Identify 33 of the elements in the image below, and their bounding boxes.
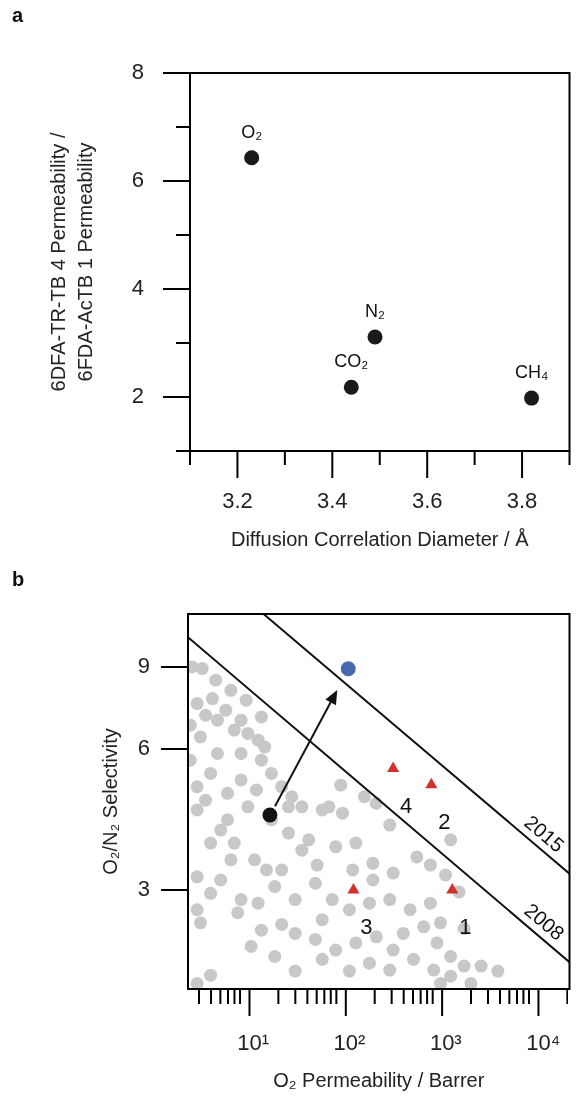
annotation: O₂ bbox=[241, 121, 263, 142]
y-tick-label: 3 bbox=[137, 875, 150, 901]
y-tick-label: 9 bbox=[137, 653, 150, 679]
annotation: 4 bbox=[400, 792, 413, 818]
x-tick-label: 10⁴ bbox=[526, 1030, 561, 1056]
x-tick-label: 3.6 bbox=[411, 488, 443, 514]
x-axis-title: O₂ Permeability / Barrer bbox=[273, 1069, 485, 1092]
annotation: N₂ bbox=[365, 301, 386, 322]
point bbox=[367, 329, 383, 345]
annotation: CO₂ bbox=[334, 351, 369, 372]
x-tick-label: 3.2 bbox=[222, 488, 253, 514]
y-tick-label: 8 bbox=[131, 59, 144, 85]
point bbox=[524, 390, 540, 406]
y-tick-label: 4 bbox=[131, 275, 144, 301]
y-axis-title: O₂/N₂ Selectivity bbox=[99, 728, 122, 875]
x-tick-label: 10³ bbox=[429, 1030, 462, 1056]
point bbox=[244, 150, 260, 166]
x-tick-label: 3.4 bbox=[317, 488, 348, 514]
annotation: 2 bbox=[438, 808, 451, 834]
x-tick-label: 3.8 bbox=[506, 488, 538, 514]
y-axis-title: 6DFA-TR-TB 4 Permeability / 6FDA-AcTB 1 Permeability bbox=[47, 132, 97, 392]
x-tick-label: 10¹ bbox=[237, 1030, 270, 1056]
x-axis-title: Diffusion Correlation Diameter / Å bbox=[230, 528, 530, 551]
text: a bbox=[12, 4, 24, 27]
y-tick-label: 2 bbox=[131, 383, 144, 409]
annotation: CH₄ bbox=[514, 362, 549, 383]
text: b bbox=[12, 568, 25, 591]
annotation: 3 bbox=[360, 913, 373, 939]
x-tick-label: 10² bbox=[333, 1030, 366, 1056]
point bbox=[343, 379, 359, 395]
annotation: 1 bbox=[459, 913, 472, 939]
y-tick-label: 6 bbox=[137, 735, 150, 761]
y-tick-label: 6 bbox=[131, 167, 144, 193]
